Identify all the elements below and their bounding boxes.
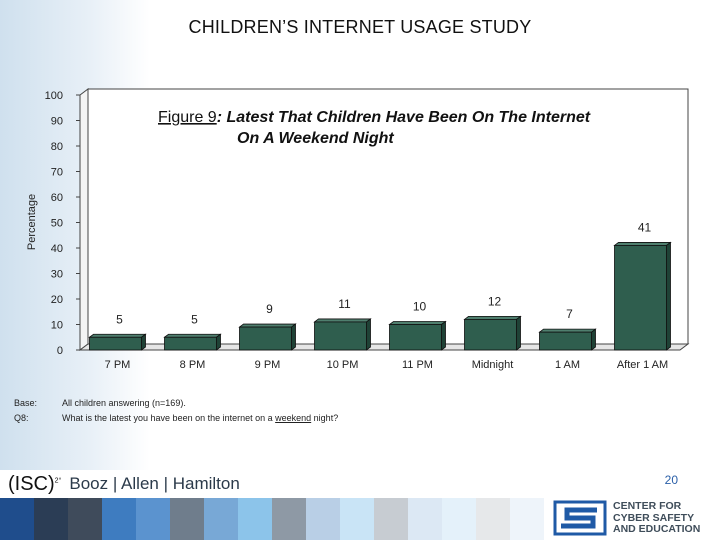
color-strip-block xyxy=(238,498,272,540)
x-tick-label: 8 PM xyxy=(180,359,206,371)
bar-top xyxy=(88,333,147,338)
color-strip-block xyxy=(272,498,306,540)
bar xyxy=(614,245,667,351)
bar xyxy=(314,321,367,351)
y-axis-label: Percentage xyxy=(26,194,38,250)
x-tick-label: 10 PM xyxy=(327,359,359,371)
isc-booz-allen-logo: (ISC)2° Booz | Allen | Hamilton xyxy=(8,470,240,498)
bar-side xyxy=(366,318,371,351)
bar-top xyxy=(313,318,372,323)
bar-top xyxy=(238,323,297,328)
y-tick-label: 70 xyxy=(51,167,63,179)
color-strip-block xyxy=(442,498,476,540)
bar-side xyxy=(291,323,296,351)
base-label: Base: xyxy=(14,398,38,408)
x-tick-label: Midnight xyxy=(472,359,514,371)
question-text: What is the latest you have been on the … xyxy=(62,413,339,423)
bar-side xyxy=(591,328,596,351)
x-tick-label: 1 AM xyxy=(555,359,580,371)
bar xyxy=(464,318,517,351)
bar-top xyxy=(463,315,522,320)
ccs-logo-text: CENTER FOR CYBER SAFETY AND EDUCATION xyxy=(613,500,701,535)
center-cyber-safety-logo: CENTER FOR CYBER SAFETY AND EDUCATION xyxy=(553,498,713,538)
ccs-logo-mark-icon xyxy=(553,500,607,536)
y-tick-label: 20 xyxy=(51,294,63,306)
y-axis: 0 10 20 30 40 50 60 70 80 90 100 xyxy=(45,90,81,357)
x-tick-label: 11 PM xyxy=(402,359,433,371)
data-label: 11 xyxy=(338,297,351,311)
color-strip-block xyxy=(510,498,544,540)
y-tick-label: 60 xyxy=(51,192,63,204)
bar xyxy=(539,331,592,351)
data-label: 7 xyxy=(566,307,573,321)
question-label: Q8: xyxy=(14,413,29,423)
bar-side xyxy=(516,315,521,351)
data-label: 9 xyxy=(266,302,273,316)
color-strip-block xyxy=(408,498,442,540)
page-number: 20 xyxy=(664,473,678,487)
base-text: All children answering (n=169). xyxy=(62,398,186,408)
bar xyxy=(164,336,217,351)
data-label: 5 xyxy=(116,312,123,326)
color-strip-block xyxy=(204,498,238,540)
y-tick-label: 0 xyxy=(57,345,63,357)
isc-logo: (ISC)2° xyxy=(8,472,62,495)
bar-top xyxy=(538,328,597,333)
booz-allen-hamilton-logo: Booz | Allen | Hamilton xyxy=(69,474,240,493)
bar-chart: 0 10 20 30 40 50 60 70 80 90 100 5 5 9 11 10 12 7 41 7 PM… xyxy=(26,88,690,371)
bar-side xyxy=(666,241,671,351)
chart-back-wall xyxy=(87,88,689,345)
figure-number: Figure 9 xyxy=(158,109,217,126)
chart-title-text: : Latest That Children Have Been On The … xyxy=(217,109,591,126)
chart-frame xyxy=(78,88,690,351)
color-strip xyxy=(0,498,544,540)
color-strip-block xyxy=(170,498,204,540)
color-strip-block xyxy=(340,498,374,540)
y-tick-label: 30 xyxy=(51,269,63,281)
color-strip-block xyxy=(68,498,102,540)
color-strip-block xyxy=(136,498,170,540)
chart-title-line1: Figure 9: Latest That Children Have Been… xyxy=(158,109,591,126)
y-tick-label: 40 xyxy=(51,243,63,255)
color-strip-block xyxy=(306,498,340,540)
y-tick-label: 80 xyxy=(51,141,63,153)
bar xyxy=(89,336,142,351)
data-label: 10 xyxy=(413,300,427,314)
y-tick-label: 90 xyxy=(51,116,63,128)
chart-side-wall xyxy=(79,88,89,351)
data-labels: 5 5 9 11 10 12 7 41 xyxy=(116,220,651,326)
x-tick-label: 9 PM xyxy=(255,359,281,371)
bar xyxy=(389,324,442,351)
y-tick-label: 50 xyxy=(51,218,63,230)
bar-series xyxy=(88,241,672,351)
bar-top xyxy=(388,321,447,325)
bar-top xyxy=(613,242,672,246)
color-strip-block xyxy=(476,498,510,540)
x-axis-labels: 7 PM 8 PM 9 PM 10 PM 11 PM Midnight 1 AM After … xyxy=(105,359,669,371)
color-strip-block xyxy=(0,498,34,540)
bar-side xyxy=(441,320,446,351)
y-tick-label: 100 xyxy=(45,90,63,102)
bar-side xyxy=(216,333,221,351)
page-title: CHILDREN’S INTERNET USAGE STUDY xyxy=(188,17,532,37)
data-label: 12 xyxy=(488,294,502,308)
data-label: 5 xyxy=(191,312,198,326)
data-label: 41 xyxy=(638,220,652,234)
color-strip-block xyxy=(102,498,136,540)
x-tick-label: After 1 AM xyxy=(617,359,668,371)
bar xyxy=(239,326,292,351)
bar-side xyxy=(141,333,146,351)
color-strip-block xyxy=(374,498,408,540)
y-tick-label: 10 xyxy=(51,320,63,332)
x-tick-label: 7 PM xyxy=(105,359,131,371)
chart-title-line2: On A Weekend Night xyxy=(237,130,394,147)
color-strip-block xyxy=(34,498,68,540)
bar-top xyxy=(163,333,222,338)
